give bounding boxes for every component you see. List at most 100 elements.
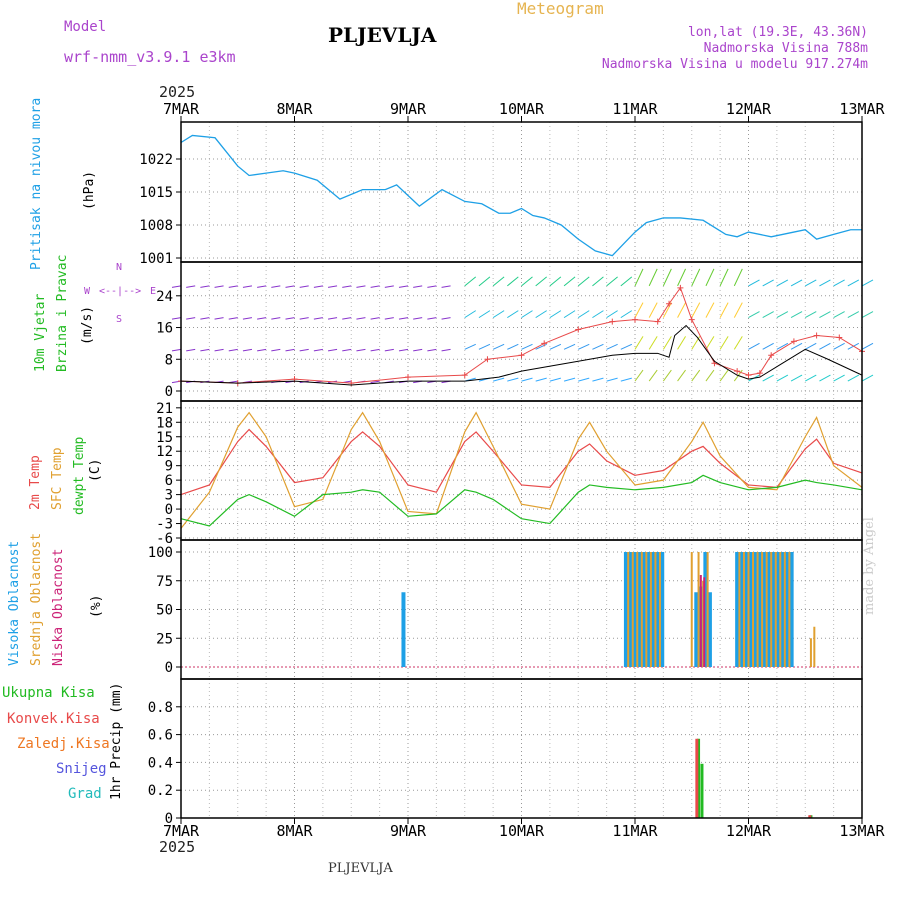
wind-barb xyxy=(847,311,860,319)
y-tick-label: 0.4 xyxy=(148,755,173,771)
wind-barb xyxy=(606,377,618,382)
wind-barb xyxy=(257,285,267,288)
wind-barb xyxy=(592,377,604,382)
wind-barb xyxy=(313,348,323,352)
wind-barb xyxy=(413,348,423,352)
wind-barb xyxy=(577,310,590,319)
pressure-ylabel: (hPa) xyxy=(82,170,97,210)
wind-barb xyxy=(662,369,672,382)
wind-barb xyxy=(506,276,519,287)
wind-barb xyxy=(342,348,352,352)
wind-barb xyxy=(413,317,423,320)
x-tick-label-bottom: 13MAR xyxy=(839,822,885,840)
wind-barb xyxy=(285,317,295,320)
wind-barb xyxy=(662,336,672,350)
wind-barb xyxy=(648,268,658,287)
wind-barb xyxy=(691,369,701,382)
wind-barb xyxy=(299,285,309,288)
wind-barb xyxy=(200,317,210,320)
wind-barb xyxy=(861,311,874,319)
wind-barb xyxy=(478,343,491,350)
wind-barb xyxy=(384,317,394,320)
wind-barb xyxy=(805,342,817,350)
wind-barb xyxy=(819,311,831,319)
wind-barb xyxy=(634,369,644,382)
wind-barb xyxy=(441,317,451,320)
y-tick-label: 0.6 xyxy=(148,728,173,744)
y-tick-label: 8 xyxy=(165,352,173,368)
wind-barb xyxy=(606,310,618,319)
wind-barb xyxy=(805,374,817,382)
cloud-bar-high xyxy=(703,552,708,667)
y-tick-label: 1015 xyxy=(139,185,173,201)
wind-barb xyxy=(257,348,267,352)
wind-barb xyxy=(242,285,253,288)
wind-barb xyxy=(805,279,817,287)
y-tick-label: 21 xyxy=(156,401,173,417)
wind-barb xyxy=(833,374,845,382)
cloud-bar-high xyxy=(623,552,628,667)
wind-barb xyxy=(521,276,533,287)
wind-barb xyxy=(271,285,281,288)
wind-barb xyxy=(762,342,774,350)
cloud-bar-high xyxy=(780,552,785,667)
y-tick-label: 1001 xyxy=(139,251,173,267)
wind-barb xyxy=(478,310,491,319)
cloud-bar-high xyxy=(753,552,758,667)
y-tick-label: 1008 xyxy=(139,218,173,234)
pressure-title: Pritisak na nivou mora xyxy=(29,97,44,270)
cloud-bar-high xyxy=(762,552,767,667)
x-tick-label-bottom: 10MAR xyxy=(499,822,545,840)
y-tick-label: 0 xyxy=(165,660,173,676)
wind-barb xyxy=(535,377,547,382)
wind-barb xyxy=(606,343,618,350)
legend-grad: Grad xyxy=(68,786,102,802)
wind-barb xyxy=(356,285,366,288)
x-tick-label-top: 11MAR xyxy=(612,100,658,118)
wind-barb xyxy=(441,285,451,288)
wind-barb xyxy=(398,348,409,352)
wind-barb xyxy=(313,285,323,288)
wind-barb xyxy=(492,343,505,350)
wind-barb xyxy=(492,276,505,287)
wind-barb xyxy=(733,302,743,318)
compass-south: S xyxy=(116,314,123,325)
wind-barb xyxy=(521,343,533,350)
cloud-bar-mid xyxy=(702,580,705,667)
wind-gust-marker xyxy=(666,300,673,307)
wind-barb xyxy=(228,285,238,288)
cloud-bar-mid xyxy=(738,552,741,667)
cloud-bar-high xyxy=(707,592,712,667)
y-tick-label: 18 xyxy=(156,415,173,431)
wind-speed-line xyxy=(180,324,863,386)
y-tick-label: 9 xyxy=(165,459,173,475)
cloud-bar-mid xyxy=(640,552,643,667)
wind-barb xyxy=(847,374,860,382)
wind-barb xyxy=(200,285,210,288)
wind-barb xyxy=(733,268,743,287)
wind-barb xyxy=(847,279,860,287)
x-tick-label-top: 12MAR xyxy=(726,100,772,118)
axes-layer: 1001100810151022081624-6-303691215182102… xyxy=(139,100,885,840)
wind-gust-marker xyxy=(405,374,411,381)
wind-barb xyxy=(563,377,576,382)
wind-barb xyxy=(171,348,182,352)
model-label: Model xyxy=(64,19,107,35)
wind-gust-marker xyxy=(745,372,752,379)
wind-barb xyxy=(577,276,590,287)
x-tick-label-top: 13MAR xyxy=(839,100,885,118)
wind-barb xyxy=(242,317,253,320)
wind-barb xyxy=(620,343,633,350)
wind-gust-marker xyxy=(609,318,616,325)
wind-barb xyxy=(549,276,562,287)
wind-barb xyxy=(228,348,238,352)
wind-barb xyxy=(356,317,366,320)
cloud-bar-high xyxy=(785,552,790,667)
wind-barb xyxy=(342,285,352,288)
wind-barb xyxy=(171,285,182,288)
x-tick-label-bottom: 12MAR xyxy=(726,822,772,840)
y-tick-label: 0.8 xyxy=(148,700,173,716)
cloud-bar-mid xyxy=(765,552,768,667)
cloud-bar-mid xyxy=(645,552,648,667)
